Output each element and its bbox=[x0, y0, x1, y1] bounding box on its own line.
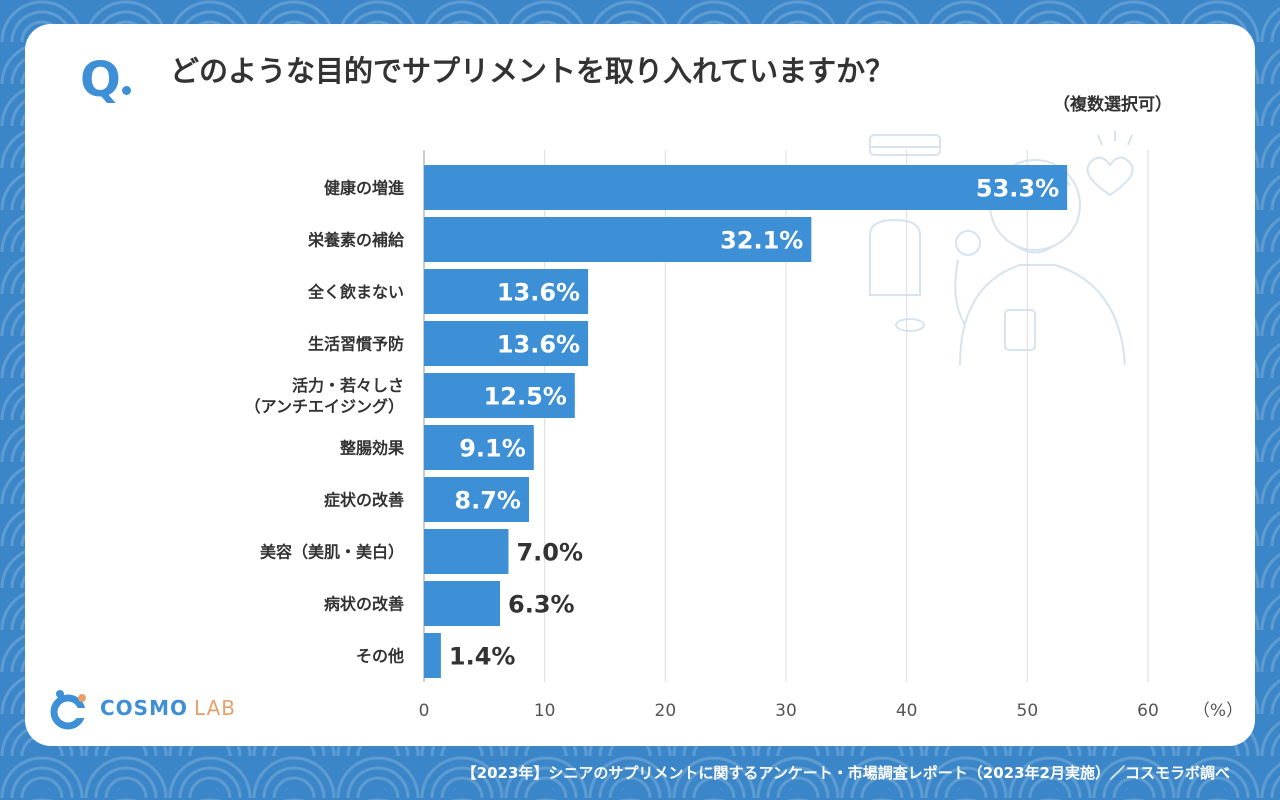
category-label: 病状の改善 bbox=[324, 595, 404, 614]
multiple-choice-note: （複数選択可） bbox=[1053, 95, 1172, 115]
chart-card bbox=[25, 24, 1255, 746]
x-tick-label: 30 bbox=[775, 701, 797, 721]
bar bbox=[424, 529, 509, 574]
bar-value-label: 12.5% bbox=[484, 383, 567, 411]
question-title: どのような目的でサプリメントを取り入れていますか？ bbox=[170, 54, 895, 88]
category-label: 美容（美肌・美白） bbox=[260, 543, 404, 562]
bar bbox=[424, 165, 1068, 210]
x-tick-label: 60 bbox=[1137, 701, 1159, 721]
x-tick-label: 10 bbox=[534, 701, 556, 721]
bars: 53.3% 32.1% 13.6% 13.6% 12.5% 9.1% 8.7% 7.0% 6.3… bbox=[424, 165, 1068, 678]
source-footer: 【2023年】シニアのサプリメントに関するアンケート・市場調査レポート（2023… bbox=[461, 764, 1230, 782]
bar bbox=[424, 477, 529, 522]
logo-mark-icon bbox=[50, 690, 90, 730]
bar bbox=[424, 581, 501, 626]
bar-value-label: 9.1% bbox=[459, 435, 526, 463]
cosmo-lab-logo: COSMO LAB bbox=[48, 686, 236, 730]
category-label: 生活習慣予防 bbox=[308, 335, 404, 354]
logo-text: COSMO LAB bbox=[100, 696, 237, 720]
bar bbox=[424, 425, 534, 470]
category-label: 全く飲まない bbox=[307, 283, 404, 302]
bar-value-label: 8.7% bbox=[454, 487, 521, 515]
bar bbox=[424, 633, 441, 678]
bar-value-label: 7.0% bbox=[516, 539, 583, 567]
question-mark-dot bbox=[122, 86, 131, 95]
x-axis-unit: （%） bbox=[1193, 701, 1243, 721]
bar-value-label: 13.6% bbox=[497, 331, 580, 359]
category-label: 症状の改善 bbox=[324, 491, 404, 510]
category-label: （アンチエイジング） bbox=[245, 397, 404, 416]
x-axis-ticks: 0 10 20 30 40 50 60 bbox=[419, 701, 1159, 721]
category-label: 活力・若々しさ bbox=[292, 376, 404, 395]
bar bbox=[424, 269, 589, 314]
category-label: 栄養素の補給 bbox=[307, 231, 405, 250]
bar-value-label: 32.1% bbox=[720, 227, 803, 255]
bar-value-label: 6.3% bbox=[508, 591, 575, 619]
x-tick-label: 50 bbox=[1017, 701, 1039, 721]
bar bbox=[424, 321, 589, 366]
bar-value-label: 1.4% bbox=[449, 643, 516, 671]
x-tick-label: 0 bbox=[419, 701, 430, 721]
category-label: 整腸効果 bbox=[339, 439, 404, 458]
bar bbox=[424, 217, 812, 262]
category-label: 健康の増進 bbox=[324, 179, 404, 198]
category-label: その他 bbox=[356, 647, 404, 666]
bar-value-label: 53.3% bbox=[976, 175, 1059, 203]
x-tick-label: 20 bbox=[655, 701, 677, 721]
bar bbox=[424, 373, 575, 418]
bar-value-label: 13.6% bbox=[497, 279, 580, 307]
question-mark: Q bbox=[80, 52, 121, 108]
x-tick-label: 40 bbox=[896, 701, 918, 721]
